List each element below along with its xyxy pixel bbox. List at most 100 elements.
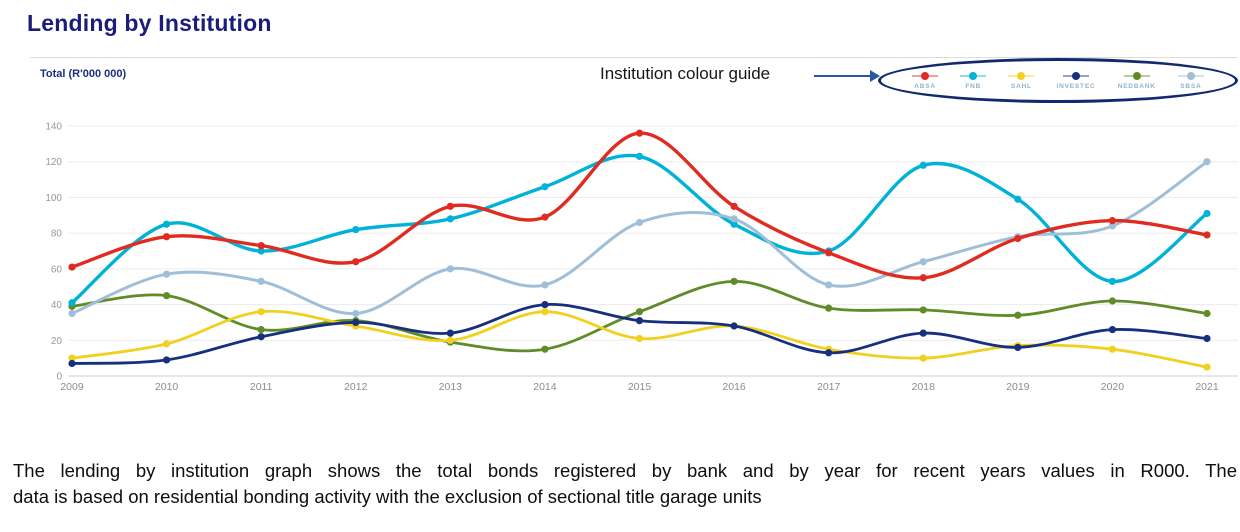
fnb-data-point: [730, 220, 738, 228]
y-axis-title: Total (R'000 000): [40, 68, 127, 80]
sbsa-series-marker-icon: [1177, 72, 1204, 81]
sbsa-data-point: [162, 270, 171, 278]
fnb-data-point: [1203, 209, 1211, 218]
absa-series-marker-icon: [912, 72, 939, 81]
legend-item-nedbank: NEDBANK: [1118, 72, 1156, 90]
investec-data-point: [635, 317, 644, 325]
absa-data-point: [257, 242, 265, 250]
x-tick-label: 2021: [1195, 381, 1219, 393]
sahl-data-point: [635, 334, 644, 343]
legend-item-investec: INVESTEC: [1057, 72, 1096, 90]
legend-item-label: SBSA: [1180, 82, 1202, 90]
nedbank-data-point: [541, 345, 549, 353]
sahl-data-point: [446, 336, 454, 344]
sbsa-data-point: [1108, 222, 1117, 230]
x-tick-label: 2016: [722, 381, 746, 393]
fnb-data-point: [68, 299, 76, 307]
nedbank-data-point: [919, 306, 927, 314]
x-tick-label: 2010: [155, 381, 179, 393]
nedbank-data-point: [730, 277, 738, 285]
y-tick-label: 0: [56, 372, 62, 383]
x-tick-label: 2019: [1006, 381, 1030, 393]
sbsa-data-point: [825, 281, 833, 289]
absa-data-point: [635, 129, 644, 137]
nedbank-data-point: [257, 325, 265, 334]
sbsa-data-point: [541, 281, 549, 289]
absa-data-point: [919, 274, 927, 282]
sbsa-data-point: [635, 218, 644, 227]
institution-legend: ABSA FNB SAHL INVESTEC NEDBANK SBSA: [878, 58, 1238, 103]
x-tick-label: 2013: [439, 381, 463, 393]
x-tick-label: 2017: [817, 381, 841, 393]
nedbank-series-marker-icon: [1123, 72, 1150, 81]
legend-item-sbsa: SBSA: [1177, 72, 1204, 90]
nedbank-data-point: [1108, 297, 1117, 305]
legend-item-label: SAHL: [1010, 82, 1032, 90]
fnb-data-point: [635, 152, 644, 160]
absa-data-point: [1108, 217, 1117, 225]
x-tick-label: 2015: [628, 381, 652, 393]
y-tick-label: 140: [45, 122, 62, 133]
nedbank-data-point: [825, 304, 833, 312]
y-tick-label: 60: [51, 264, 63, 275]
sbsa-data-point: [352, 309, 360, 318]
sbsa-data-point: [919, 258, 927, 266]
lending-line-chart: 0 20 40 60 80 100 120 140 2009 2010 2011 2012 2013 20…: [45, 122, 1238, 393]
y-tick-label: 40: [51, 300, 63, 311]
absa-data-point: [825, 249, 833, 257]
sahl-data-point: [68, 354, 76, 362]
nedbank-data-point: [162, 292, 171, 300]
x-tick-label: 2018: [912, 381, 936, 393]
description-line: data is based on residential bonding act…: [13, 486, 762, 507]
y-tick-label: 120: [45, 157, 62, 168]
investec-data-point: [162, 356, 171, 364]
absa-data-point: [1014, 234, 1022, 243]
y-tick-label: 20: [51, 336, 63, 347]
investec-data-point: [1014, 343, 1022, 352]
absa-data-point: [730, 202, 738, 210]
investec-data-point: [446, 329, 454, 337]
fnb-data-point: [919, 161, 927, 169]
fnb-data-point: [1014, 195, 1022, 203]
investec-data-point: [825, 349, 833, 357]
description-line: The lending by institution graph shows t…: [13, 460, 1237, 481]
fnb-data-point: [1108, 277, 1117, 285]
investec-data-point: [919, 329, 927, 337]
x-tick-label: 2009: [60, 381, 84, 393]
sahl-series-marker-icon: [1008, 72, 1035, 81]
sbsa-data-point: [257, 277, 265, 285]
sbsa-data-point: [446, 265, 454, 273]
investec-data-point: [1108, 325, 1117, 334]
legend-item-label: ABSA: [914, 82, 936, 90]
chart-description: The lending by institution graph shows t…: [13, 458, 1237, 510]
sahl-data-point: [541, 308, 549, 316]
nedbank-data-point: [1203, 309, 1211, 318]
fnb-series-marker-icon: [960, 72, 987, 81]
x-tick-label: 2012: [344, 381, 368, 393]
sahl-data-point: [1108, 345, 1117, 353]
header-divider: [30, 57, 1237, 58]
legend-item-label: INVESTEC: [1056, 82, 1096, 90]
page-title: Lending by Institution: [27, 10, 272, 36]
investec-data-point: [257, 333, 265, 341]
sbsa-data-point: [68, 309, 76, 318]
legend-item-fnb: FNB: [960, 72, 987, 90]
investec-data-point: [352, 318, 360, 327]
fnb-data-point: [352, 225, 360, 234]
sbsa-series-line: [70, 160, 1209, 316]
legend-caption: Institution colour guide: [600, 64, 771, 83]
nedbank-data-point: [635, 308, 644, 316]
investec-data-point: [1203, 334, 1211, 343]
legend-item-label: FNB: [965, 82, 982, 90]
absa-data-point: [541, 213, 549, 221]
absa-data-point: [68, 263, 76, 271]
fnb-data-point: [257, 247, 265, 255]
fnb-series-line: [70, 153, 1209, 305]
legend-item-sahl: SAHL: [1008, 72, 1035, 90]
x-tick-label: 2020: [1101, 381, 1125, 393]
absa-data-point: [352, 258, 360, 266]
nedbank-data-point: [1014, 311, 1022, 319]
legend-item-label: NEDBANK: [1117, 82, 1156, 90]
x-tick-label: 2011: [250, 381, 273, 393]
